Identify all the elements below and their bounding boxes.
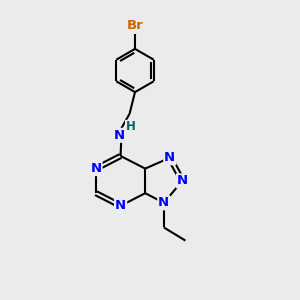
Text: N: N xyxy=(115,199,126,212)
Text: Br: Br xyxy=(127,19,143,32)
Text: N: N xyxy=(158,196,169,209)
Text: N: N xyxy=(164,151,176,164)
Text: N: N xyxy=(177,174,188,188)
Text: H: H xyxy=(126,120,135,134)
Text: N: N xyxy=(90,162,102,175)
Text: N: N xyxy=(113,129,125,142)
